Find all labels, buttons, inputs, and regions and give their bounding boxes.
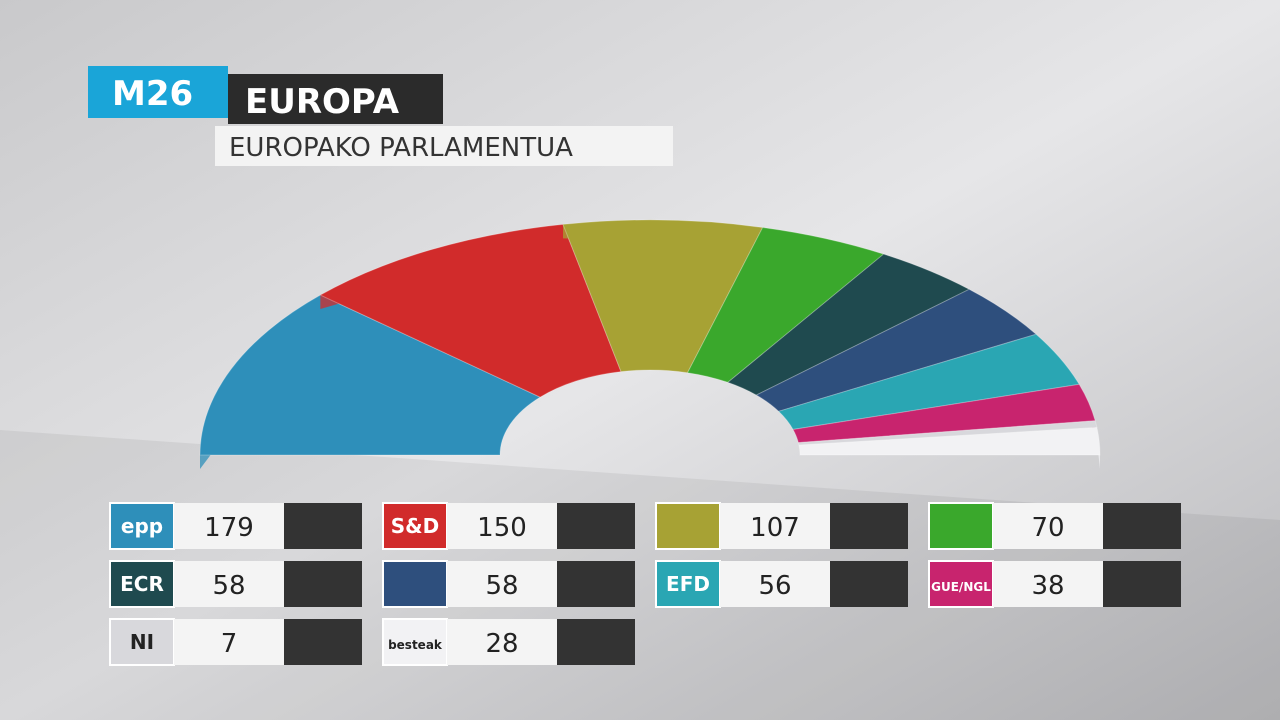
value-box (174, 503, 284, 549)
party-label: EFD (666, 572, 710, 596)
dark-box (830, 561, 908, 607)
party-label: NI (130, 630, 154, 654)
seat-segment (755, 288, 1038, 412)
badge: M26 (112, 74, 193, 114)
seat-count: 28 (485, 629, 518, 659)
seat-count: 58 (485, 571, 518, 601)
value-box (720, 561, 830, 607)
party-logo (655, 560, 721, 608)
badge-box (88, 66, 228, 118)
party-label: ECR (120, 572, 164, 596)
seat-segment (777, 333, 1080, 430)
party-logo (928, 502, 994, 550)
dark-box (284, 619, 362, 665)
party-logo (382, 560, 448, 608)
party-label: epp (121, 514, 163, 538)
seat-count: 150 (477, 513, 527, 543)
party-logo (382, 502, 448, 550)
party-label: S&D (391, 514, 439, 538)
title-box (228, 74, 443, 124)
party-label: GUE/NGL (931, 580, 991, 594)
seat-count: 56 (758, 571, 791, 601)
title: EUROPA (245, 82, 400, 122)
value-box (174, 619, 284, 665)
dark-box (830, 503, 908, 549)
party-logo (109, 502, 175, 550)
seat-count: 7 (221, 629, 238, 659)
seat-segment (798, 427, 1101, 456)
dark-box (1103, 561, 1181, 607)
party-label: besteak (388, 638, 443, 652)
seat-count: 179 (204, 513, 254, 543)
seat-segment (199, 294, 542, 456)
seat-segment (319, 223, 622, 398)
seat-segment (726, 253, 971, 396)
party-logo (109, 560, 175, 608)
value-box (447, 503, 557, 549)
seat-count: 70 (1031, 513, 1064, 543)
dark-box (284, 561, 362, 607)
seat-segment (797, 420, 1098, 446)
value-box (447, 619, 557, 665)
value-box (993, 503, 1103, 549)
dark-box (284, 503, 362, 549)
subtitle-box (215, 126, 673, 166)
value-box (993, 561, 1103, 607)
dark-box (557, 561, 635, 607)
value-box (720, 503, 830, 549)
value-box (174, 561, 284, 607)
seat-segment (562, 219, 764, 374)
seat-count: 38 (1031, 571, 1064, 601)
seat-segment (686, 226, 885, 383)
dark-box (557, 503, 635, 549)
subtitle: EUROPAKO PARLAMENTUA (229, 133, 573, 163)
seat-count: 107 (750, 513, 800, 543)
dark-box (1103, 503, 1181, 549)
value-box (447, 561, 557, 607)
seat-count: 58 (212, 571, 245, 601)
dark-box (557, 619, 635, 665)
party-logo (655, 502, 721, 550)
